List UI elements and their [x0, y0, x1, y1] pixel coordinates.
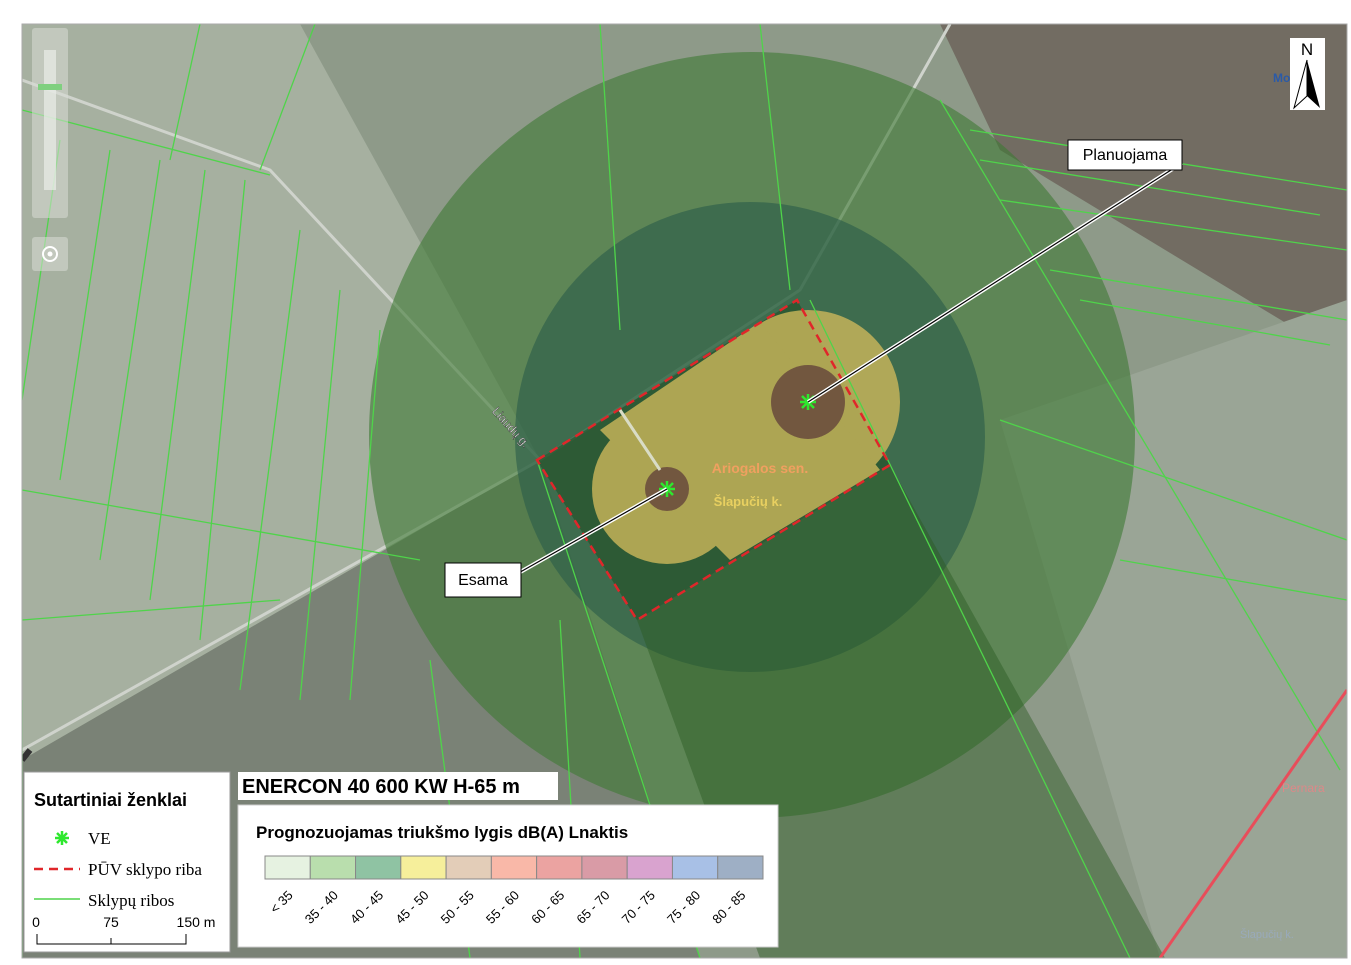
noise-swatch: [309, 855, 357, 880]
scale-label: 150 m: [177, 914, 216, 930]
map-frame: [21, 23, 1348, 959]
boundary-line: [1158, 689, 1347, 958]
place-label: Pernara: [1282, 781, 1325, 795]
callout-leader: [514, 488, 668, 576]
place-label: Šlapučių k.: [714, 494, 783, 509]
noise-swatch: [355, 855, 402, 880]
legend: Sutartiniai ženklai VE PŪV sklypo riba S…: [23, 771, 231, 953]
map: Liaudų g. Ariogalos sen. Šlapučių k. Mo …: [22, 24, 1347, 958]
parcel-boundaries: [22, 24, 1347, 958]
scale-label: 75: [103, 914, 119, 930]
access-road: [618, 409, 662, 471]
noise-legend-title: Prognozuojamas triukšmo lygis dB(A) Lnak…: [256, 823, 628, 842]
field: [22, 24, 540, 760]
model-box: [238, 772, 558, 800]
model-title: ENERCON 40 600 KW H-65 m: [242, 776, 520, 798]
place-label: Šlapučių k.: [1240, 928, 1294, 941]
noise-swatch: [671, 855, 719, 880]
north-arrow: N: [1290, 38, 1325, 110]
noise-swatch: [264, 855, 311, 880]
callout-text: Planuojama: [1083, 147, 1168, 164]
scale-label: 0: [32, 914, 40, 930]
legend-title: Sutartiniai ženklai: [34, 790, 187, 810]
field: [940, 24, 1347, 360]
noise-swatch: [717, 855, 764, 880]
north-label: N: [1301, 40, 1313, 59]
noise-swatch: [581, 855, 628, 880]
noise-swatch: [490, 855, 538, 880]
noise-swatch: [400, 855, 447, 880]
callout-box: [444, 562, 522, 598]
noise-swatch: [536, 855, 583, 880]
noise-legend: Prognozuojamas triukšmo lygis dB(A) Lnak…: [237, 804, 779, 948]
callout-text: Esama: [458, 572, 508, 589]
place-label: Ariogalos sen.: [712, 460, 808, 476]
noise-swatch: [626, 855, 673, 880]
callout-box: [1067, 139, 1183, 171]
callout-leader: [807, 162, 1183, 403]
legend-item: PŪV sklypo riba: [88, 860, 202, 879]
legend-item: Sklypų ribos: [88, 891, 174, 910]
legend-item: VE: [88, 829, 111, 848]
zoom-control[interactable]: [32, 28, 68, 271]
noise-swatch: [445, 855, 492, 880]
project-boundary: [535, 298, 892, 622]
